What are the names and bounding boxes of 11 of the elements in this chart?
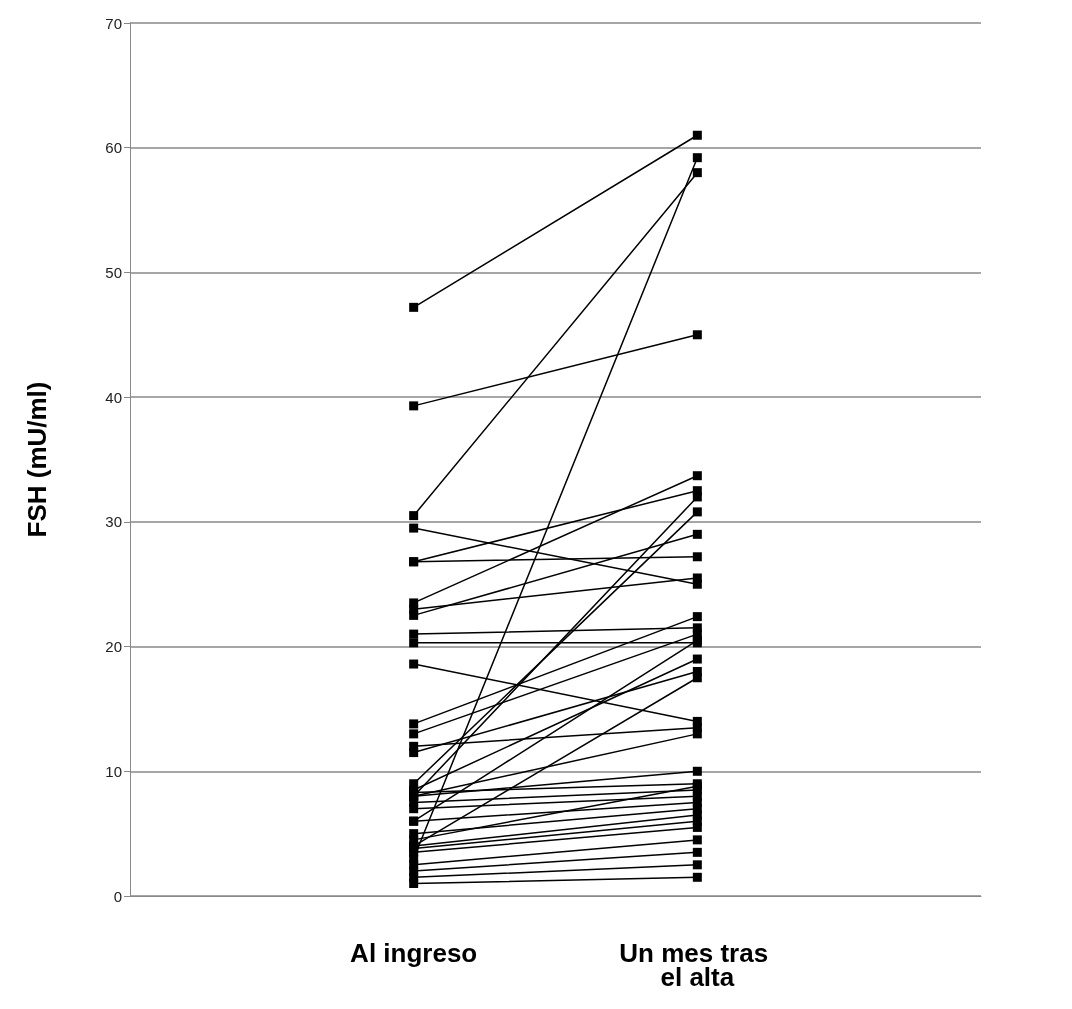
y-tick-label: 10 (105, 762, 122, 780)
y-tick-label: 0 (113, 887, 122, 905)
y-tick-label: 40 (105, 388, 122, 406)
x-tick-label: Un mes tras el alta (619, 938, 776, 992)
y-tick-label: 50 (105, 263, 122, 281)
x-tick-label: Al ingreso (350, 938, 478, 968)
y-axis-title: FSH (mU/ml) (22, 381, 52, 538)
y-tick-label: 30 (105, 513, 122, 531)
y-tick-label: 20 (105, 638, 122, 656)
y-tick-label: 70 (105, 14, 122, 32)
y-tick-label: 60 (105, 139, 122, 157)
